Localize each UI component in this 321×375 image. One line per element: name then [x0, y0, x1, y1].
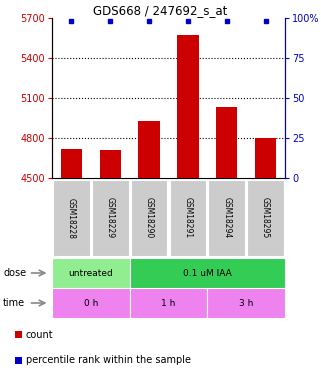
Bar — [170, 180, 206, 256]
Text: count: count — [26, 330, 54, 340]
Bar — [130, 288, 207, 318]
Text: 0 h: 0 h — [84, 298, 98, 307]
Bar — [177, 35, 199, 178]
Bar — [138, 121, 160, 178]
Bar — [15, 357, 22, 364]
Bar — [216, 107, 238, 178]
Text: 1 h: 1 h — [161, 298, 176, 307]
Text: dose: dose — [3, 268, 26, 278]
Text: percentile rank within the sample: percentile rank within the sample — [26, 355, 191, 365]
Text: GDS668 / 247692_s_at: GDS668 / 247692_s_at — [93, 4, 228, 17]
Bar — [15, 332, 22, 338]
Bar — [61, 149, 82, 178]
Text: time: time — [3, 298, 25, 308]
Bar — [130, 258, 285, 288]
Text: 0.1 uM IAA: 0.1 uM IAA — [183, 268, 232, 278]
Text: untreated: untreated — [68, 268, 113, 278]
Bar — [255, 138, 276, 178]
Bar — [209, 180, 245, 256]
Bar — [207, 288, 285, 318]
Bar — [53, 180, 90, 256]
Bar — [100, 150, 121, 178]
Bar — [52, 288, 130, 318]
Text: GSM18295: GSM18295 — [261, 197, 270, 238]
Text: GSM18229: GSM18229 — [106, 197, 115, 238]
Bar — [52, 258, 130, 288]
Text: GSM18290: GSM18290 — [144, 197, 153, 238]
Text: 3 h: 3 h — [239, 298, 253, 307]
Bar — [247, 180, 284, 256]
Text: GSM18291: GSM18291 — [183, 197, 192, 238]
Bar — [131, 180, 167, 256]
Text: GSM18228: GSM18228 — [67, 198, 76, 238]
Bar — [92, 180, 128, 256]
Text: GSM18294: GSM18294 — [222, 197, 231, 238]
